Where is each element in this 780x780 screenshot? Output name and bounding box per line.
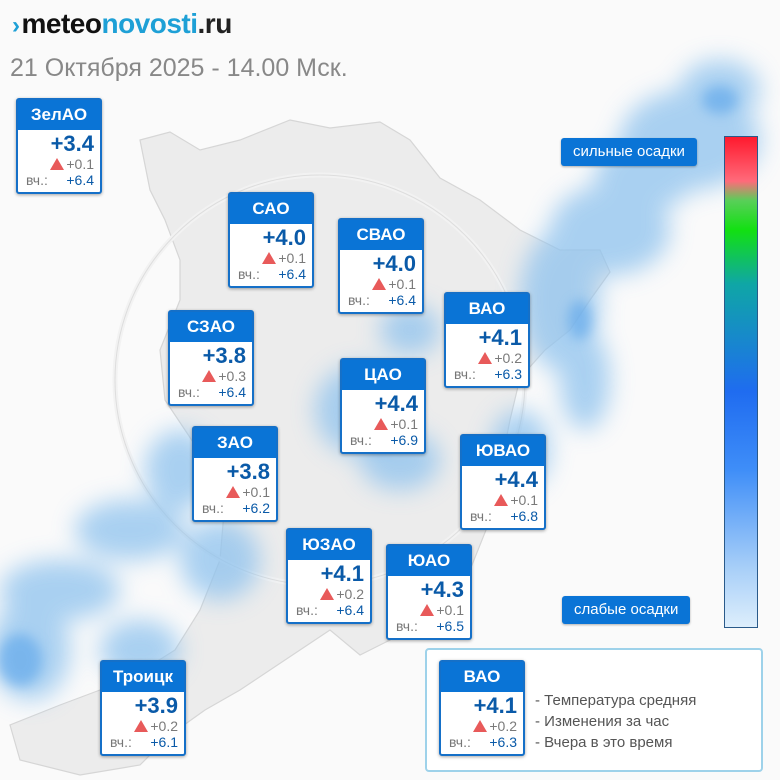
district-card-yuvao: ЮВАО +4.4 +0.1 вч.: +6.8 [460,434,546,530]
district-change: +0.2 [288,586,370,602]
legend-item-change: - Изменения за час [535,713,670,730]
rise-arrow-icon [202,370,217,382]
legend-sample-card: ВАО +4.1 +0.2 вч.: +6.3 [439,660,525,756]
district-yesterday: вч.: +6.4 [348,292,416,308]
rise-arrow-icon [50,158,65,170]
district-change: +0.1 [194,484,276,500]
district-name: САО [230,194,312,224]
legend-item-temp: - Температура средняя [535,692,697,709]
district-yesterday: вч.: +6.4 [238,266,306,282]
rise-arrow-icon [320,588,335,600]
district-change: +0.1 [230,250,312,266]
district-card-yuzao: ЮЗАО +4.1 +0.2 вч.: +6.4 [286,528,372,624]
district-temp: +4.4 [374,391,418,416]
district-card-vao: ВАО +4.1 +0.2 вч.: +6.3 [444,292,530,388]
district-change: +0.2 [441,718,523,734]
rise-arrow-icon [374,418,389,430]
district-temp: +4.1 [473,693,517,718]
district-change: +0.2 [446,350,528,366]
district-temp: +4.0 [262,225,306,250]
district-change: +0.2 [102,718,184,734]
district-name: ЮЗАО [288,530,370,560]
logo-chevron-icon: › [12,12,20,39]
district-name: ЮВАО [462,436,544,466]
district-yesterday: вч.: +6.4 [296,602,364,618]
rise-arrow-icon [262,252,277,264]
legend-box: ВАО +4.1 +0.2 вч.: +6.3 - Температура сре… [425,648,763,772]
rise-arrow-icon [478,352,493,364]
weak-precip-label: слабые осадки [562,596,691,624]
district-change: +0.1 [388,602,470,618]
district-name: ЗелАО [18,100,100,130]
district-change: +0.1 [342,416,424,432]
district-name: ЗАО [194,428,276,458]
district-name: ВАО [441,662,523,692]
district-temp: +3.8 [202,343,246,368]
strong-precip-label: сильные осадки [561,138,697,166]
district-change: +0.1 [18,156,100,172]
district-name: СЗАО [170,312,252,342]
date-line: 21 Октября 2025 - 14.00 Мск. [10,54,348,82]
district-yesterday: вч.: +6.4 [178,384,246,400]
district-temp: +3.8 [226,459,270,484]
district-card-yuao: ЮАО +4.3 +0.1 вч.: +6.5 [386,544,472,640]
district-card-sao: САО +4.0 +0.1 вч.: +6.4 [228,192,314,288]
district-name: ВАО [446,294,528,324]
site-logo[interactable]: ›meteonovosti.ru [12,8,232,39]
district-temp: +3.9 [134,693,178,718]
district-temp: +4.1 [320,561,364,586]
rise-arrow-icon [473,720,488,732]
district-name: Троицк [102,662,184,692]
district-change: +0.1 [340,276,422,292]
rise-arrow-icon [494,494,509,506]
rise-arrow-icon [134,720,149,732]
legend-item-yesterday: - Вчера в это время [535,734,673,751]
rise-arrow-icon [226,486,241,498]
district-card-tsao: ЦАО +4.4 +0.1 вч.: +6.9 [340,358,426,454]
district-temp: +4.4 [494,467,538,492]
district-change: +0.3 [170,368,252,384]
district-yesterday: вч.: +6.2 [202,500,270,516]
district-card-szao: СЗАО +3.8 +0.3 вч.: +6.4 [168,310,254,406]
district-temp: +3.4 [50,131,94,156]
district-yesterday: вч.: +6.9 [350,432,418,448]
district-yesterday: вч.: +6.3 [454,366,522,382]
district-card-zao: ЗАО +3.8 +0.1 вч.: +6.2 [192,426,278,522]
district-change: +0.1 [462,492,544,508]
rise-arrow-icon [372,278,387,290]
district-yesterday: вч.: +6.1 [110,734,178,750]
district-yesterday: вч.: +6.4 [26,172,94,188]
district-temp: +4.0 [372,251,416,276]
district-temp: +4.3 [420,577,464,602]
district-card-troitsk: Троицк +3.9 +0.2 вч.: +6.1 [100,660,186,756]
district-yesterday: вч.: +6.8 [470,508,538,524]
legend-items: - Температура средняя - Изменения за час… [535,690,696,753]
rise-arrow-icon [420,604,435,616]
district-yesterday: вч.: +6.5 [396,618,464,634]
district-card-zelao: ЗелАО +3.4 +0.1 вч.: +6.4 [16,98,102,194]
district-name: ЦАО [342,360,424,390]
district-name: ЮАО [388,546,470,576]
district-yesterday: вч.: +6.3 [449,734,517,750]
district-temp: +4.1 [478,325,522,350]
district-card-svao: СВАО +4.0 +0.1 вч.: +6.4 [338,218,424,314]
district-name: СВАО [340,220,422,250]
precip-color-scale [724,136,758,628]
